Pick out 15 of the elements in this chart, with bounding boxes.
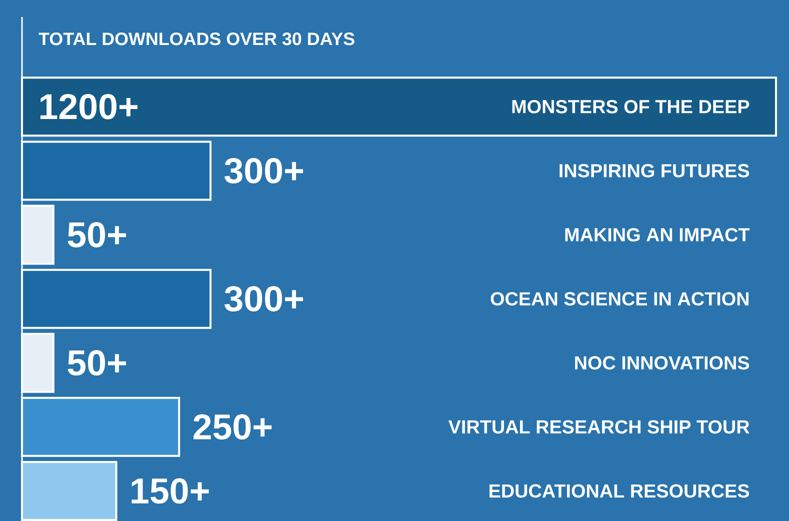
y-tick-label: EDUCATIONAL RESOURCES: [490, 484, 750, 498]
y-tick-label: VIRTUAL RESEARCH SHIP TOUR: [448, 420, 750, 434]
y-tick-label: MAKING AN IMPACT: [565, 228, 750, 242]
y-tick-label: MONSTERS OF THE DEEP: [512, 100, 750, 114]
y-tick-label: NOC INNOVATIONS: [575, 356, 750, 370]
data-label: 250+: [194, 414, 272, 440]
data-label: 50+: [68, 350, 126, 376]
data-label: 300+: [224, 286, 304, 312]
data-label: 300+: [224, 158, 304, 184]
data-label: 150+: [132, 478, 209, 504]
y-tick-label: INSPIRING FUTURES: [560, 164, 750, 178]
text: TOTAL DOWNLOADS OVER 30 DAYS: [38, 32, 354, 46]
data-label: 50+: [68, 222, 126, 248]
y-tick-label: OCEAN SCIENCE IN ACTION: [490, 292, 749, 306]
data-label: 1200+: [40, 94, 138, 120]
